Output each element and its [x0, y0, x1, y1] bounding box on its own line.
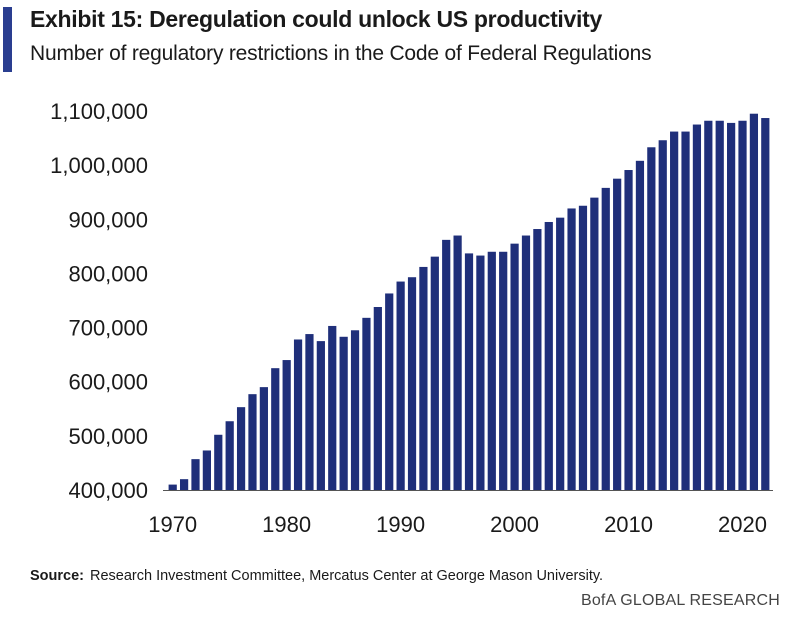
bar-1973: [202, 450, 211, 490]
bar-1988: [373, 307, 382, 490]
bar-1977: [248, 394, 257, 490]
brand-label: BofA GLOBAL RESEARCH: [580, 592, 780, 609]
y-tick-label: 500,000: [68, 424, 148, 449]
x-tick-label: 2000: [490, 512, 539, 537]
bar-1998: [487, 251, 496, 490]
bar-1983: [316, 341, 325, 490]
y-tick-label: 800,000: [68, 261, 148, 286]
bar-2003: [544, 221, 553, 491]
bar-1984: [328, 325, 337, 490]
bar-1980: [282, 360, 291, 490]
bar-2007: [590, 197, 599, 490]
bar-1992: [419, 266, 428, 490]
bar-1981: [293, 339, 303, 490]
bar-2011: [635, 160, 645, 490]
bar-2013: [658, 140, 667, 491]
bar-2020: [738, 120, 747, 490]
bar-1978: [259, 387, 268, 490]
bar-1974: [214, 434, 223, 490]
source-note: Source: Research Investment Committee, Me…: [30, 568, 603, 584]
bar-1999: [499, 251, 508, 490]
bar-1972: [191, 459, 200, 490]
y-tick-label: 600,000: [68, 370, 148, 395]
y-tick-label: 700,000: [68, 316, 148, 341]
bar-2009: [613, 178, 622, 490]
bar-2000: [510, 243, 519, 490]
bar-1971: [179, 479, 189, 490]
bar-1979: [271, 368, 280, 490]
y-tick-label: 1,100,000: [50, 99, 148, 124]
bar-1990: [396, 281, 405, 490]
bar-2004: [556, 217, 565, 490]
bar-2002: [533, 229, 542, 490]
bar-1995: [453, 235, 462, 490]
bar-1996: [464, 253, 474, 490]
bar-1975: [225, 421, 234, 490]
bar-1970: [168, 484, 177, 490]
bar-2005: [567, 208, 576, 490]
y-axis: 400,000 500,000 600,000 700,000 800,000 900,0…: [50, 99, 148, 503]
bar-2021: [749, 113, 759, 491]
x-tick-label: 2010: [604, 512, 653, 537]
chart-subtitle: Number of regulatory restrictions in the…: [30, 42, 652, 65]
x-axis: 1970 1980 1990 2000 2010 2020: [148, 512, 767, 537]
bar-2010: [624, 170, 633, 490]
y-tick-label: 1,000,000: [50, 153, 148, 178]
bar-1993: [430, 256, 439, 490]
bars-group: [168, 113, 770, 491]
bar-2012: [647, 147, 656, 490]
bar-2018: [715, 120, 724, 490]
x-tick-label: 2020: [718, 512, 767, 537]
bar-1994: [442, 239, 451, 490]
bar-2014: [670, 131, 679, 490]
bar-1986: [350, 330, 360, 490]
x-tick-label: 1970: [148, 512, 197, 537]
x-tick-label: 1990: [376, 512, 425, 537]
chart-title: Exhibit 15: Deregulation could unlock US…: [30, 6, 602, 32]
bar-1987: [362, 317, 371, 490]
accent-bar: [3, 7, 12, 72]
bar-1989: [385, 293, 394, 490]
bar-2015: [681, 131, 690, 490]
x-tick-label: 1980: [262, 512, 311, 537]
bar-2001: [521, 235, 531, 490]
bar-1997: [476, 255, 485, 490]
bar-2016: [692, 124, 702, 490]
bar-2017: [704, 120, 713, 490]
bar-1982: [305, 334, 314, 490]
source-text: Research Investment Committee, Mercatus …: [90, 568, 604, 584]
bar-2008: [601, 187, 610, 490]
bar-2022: [761, 118, 770, 490]
bar-2019: [727, 122, 736, 490]
bar-1991: [407, 277, 417, 490]
bar-1976: [236, 407, 246, 490]
bar-2006: [578, 205, 588, 490]
y-tick-label: 900,000: [68, 207, 148, 232]
source-label: Source:: [30, 568, 84, 584]
y-tick-label: 400,000: [68, 478, 148, 503]
bar-1985: [339, 336, 348, 490]
